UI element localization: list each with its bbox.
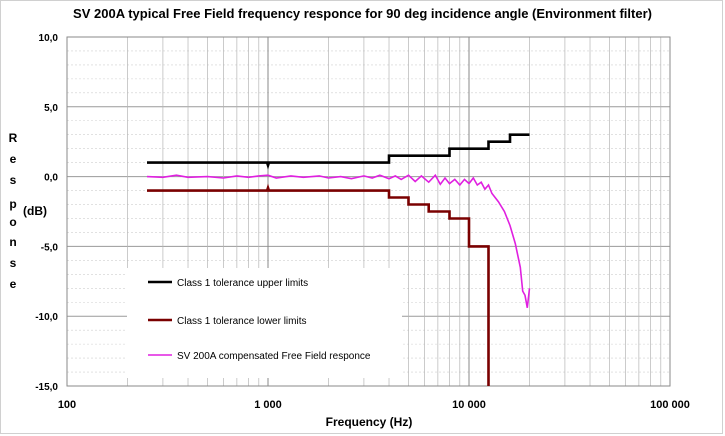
x-tick-label: 100 000	[650, 399, 690, 411]
y-tick-label: -10,0	[35, 312, 58, 323]
legend-entry-1: Class 1 tolerance upper limits	[177, 278, 308, 289]
x-axis-label: Frequency (Hz)	[326, 415, 413, 429]
plot-area-border	[66, 36, 671, 387]
legend-entry-3: SV 200A compensated Free Field responce	[177, 351, 371, 362]
y-tick-label: 10,0	[39, 33, 59, 44]
y-axis-label-letter: n	[9, 235, 16, 249]
series-lines	[146, 133, 531, 386]
legend-entry-2: Class 1 tolerance lower limits	[177, 316, 307, 327]
x-tick-label: 10 000	[452, 399, 486, 411]
x-tick-label: 1 000	[254, 399, 282, 411]
y-tick-label: 5,0	[44, 103, 58, 114]
chart-title: SV 200A typical Free Field frequency res…	[73, 6, 652, 21]
legend-background	[127, 268, 402, 378]
y-axis-label-unit: (dB)	[23, 204, 47, 218]
y-axis-label-letter: e	[10, 277, 17, 291]
x-tick-labels: 100 1 000 10 000 100 000	[58, 399, 690, 411]
series-line-3	[146, 173, 531, 308]
y-tick-label: -15,0	[35, 382, 58, 393]
y-axis-label-letter: R	[9, 131, 18, 145]
x-tick-label: 100	[58, 399, 76, 411]
y-axis-label-letter: e	[10, 152, 17, 166]
series-line-1	[147, 133, 530, 170]
legend: Class 1 tolerance upper limits Class 1 to…	[127, 268, 402, 378]
y-tick-label: -5,0	[41, 242, 59, 253]
y-tick-label: 0,0	[44, 173, 58, 184]
y-axis-label-letter: o	[9, 215, 16, 229]
y-tick-labels: 10,0 5,0 0,0 -5,0 -10,0 -15,0	[35, 33, 58, 393]
series-line-2	[147, 183, 490, 386]
y-axis-label-letter: s	[10, 173, 17, 187]
y-axis-label-letter: p	[9, 197, 16, 211]
y-axis-label-letter: s	[10, 256, 17, 270]
